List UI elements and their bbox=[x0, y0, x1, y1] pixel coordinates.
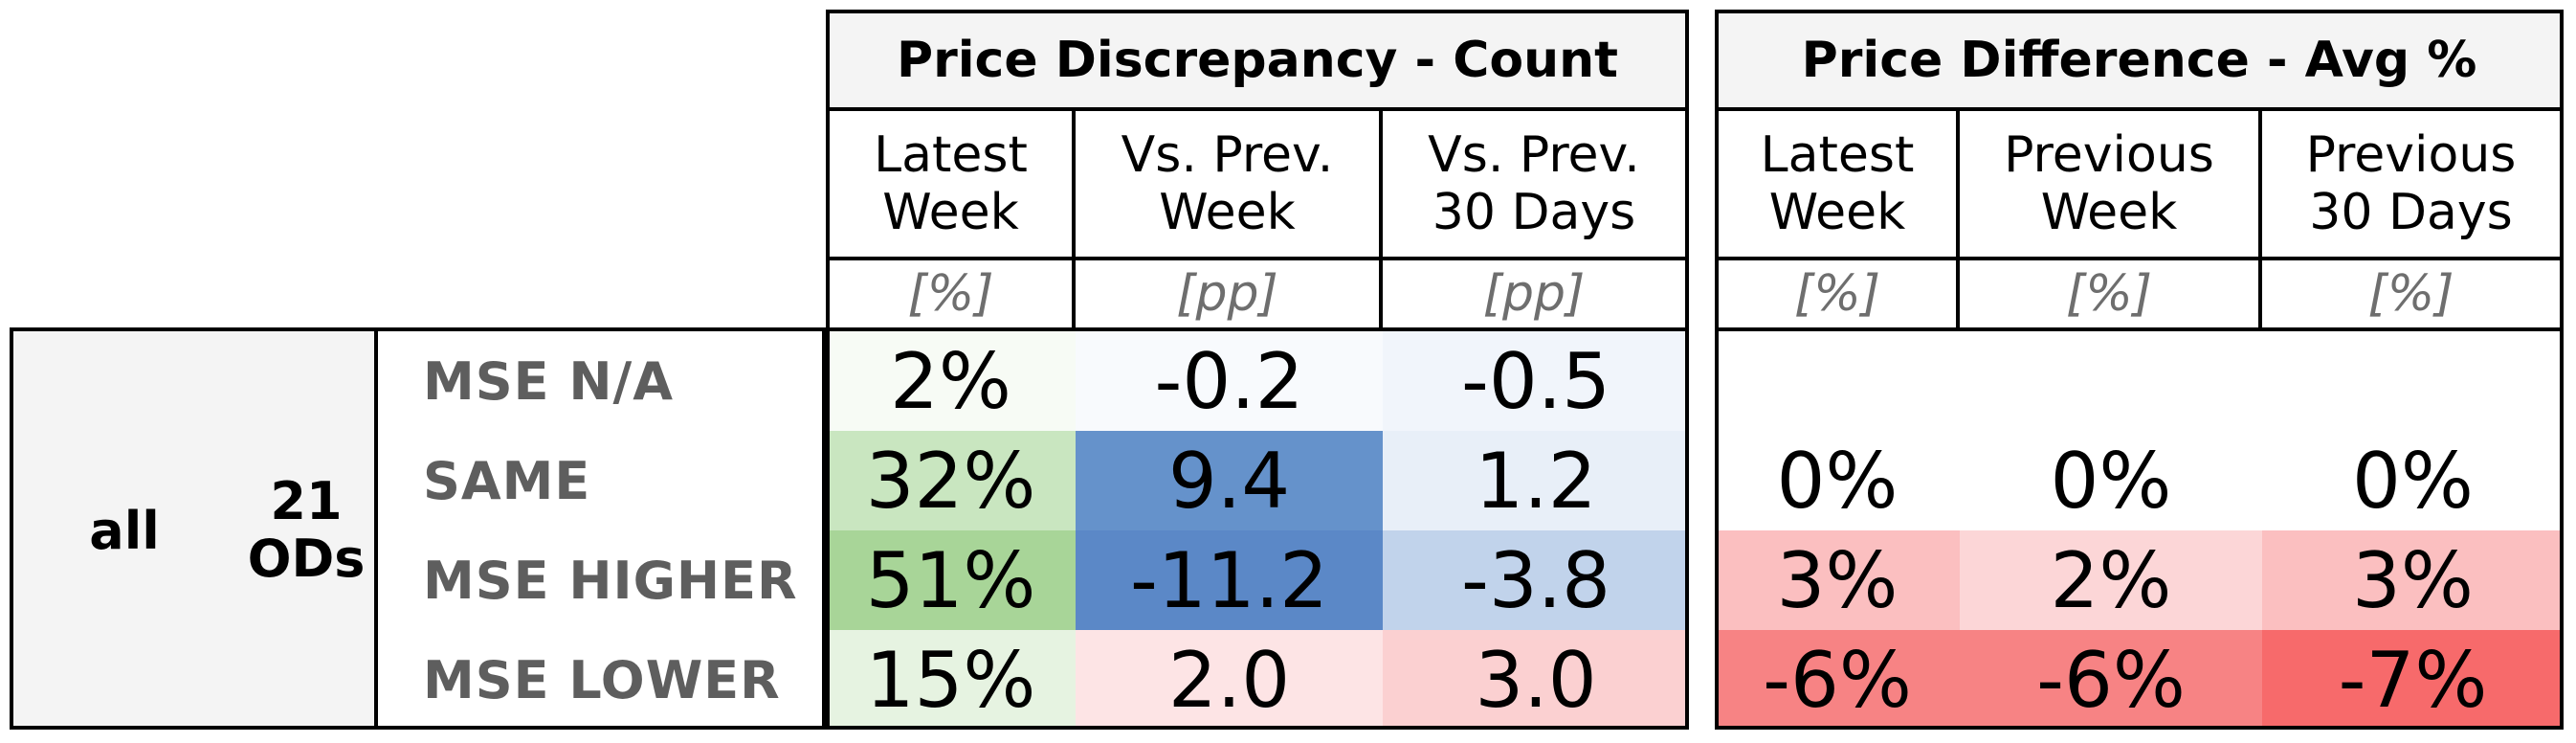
row-label: MSE LOWER bbox=[423, 649, 781, 710]
data-cell: 32% bbox=[826, 431, 1076, 530]
data-cell: -0.5 bbox=[1383, 331, 1689, 431]
data-cell: -6% bbox=[1960, 630, 2262, 730]
data-cell bbox=[1715, 331, 1960, 431]
data-cell: 1.2 bbox=[1383, 431, 1689, 530]
data-cell bbox=[2262, 331, 2564, 431]
column-unit: [%] bbox=[1960, 260, 2262, 331]
data-cell: 15% bbox=[826, 630, 1076, 730]
data-cell: -3.8 bbox=[1383, 530, 1689, 630]
data-cell: 3% bbox=[2262, 530, 2564, 630]
column-header: Previous Week bbox=[1960, 111, 2262, 260]
data-cell: -11.2 bbox=[1076, 530, 1383, 630]
column-unit: [pp] bbox=[1076, 260, 1383, 331]
data-cell: -0.2 bbox=[1076, 331, 1383, 431]
segment-divider bbox=[374, 331, 378, 730]
data-cell: 2.0 bbox=[1076, 630, 1383, 730]
row-label: MSE N/A bbox=[423, 350, 675, 412]
data-cell: -6% bbox=[1715, 630, 1960, 730]
column-unit: [%] bbox=[1715, 260, 1960, 331]
column-unit: [%] bbox=[826, 260, 1076, 331]
column-unit: [%] bbox=[2262, 260, 2564, 331]
data-cell: 2% bbox=[1960, 530, 2262, 630]
row-label: MSE HIGHER bbox=[423, 550, 798, 611]
column-header: Vs. Prev. Week bbox=[1076, 111, 1383, 260]
column-unit: [pp] bbox=[1383, 260, 1689, 331]
data-cell bbox=[1960, 331, 2262, 431]
group-title: Price Difference - Avg % bbox=[1715, 10, 2564, 111]
data-cell: -7% bbox=[2262, 630, 2564, 730]
segment-count-label: 21 ODs bbox=[247, 471, 366, 589]
segment-label: all bbox=[89, 500, 160, 561]
data-cell: 9.4 bbox=[1076, 431, 1383, 530]
data-cell: 2% bbox=[826, 331, 1076, 431]
group-title: Price Discrepancy - Count bbox=[826, 10, 1689, 111]
column-header: Vs. Prev. 30 Days bbox=[1383, 111, 1689, 260]
data-cell: 0% bbox=[1960, 431, 2262, 530]
segment-panel-bg bbox=[10, 331, 378, 730]
data-cell: 51% bbox=[826, 530, 1076, 630]
data-cell: 3.0 bbox=[1383, 630, 1689, 730]
data-cell: 3% bbox=[1715, 530, 1960, 630]
data-cell: 0% bbox=[1715, 431, 1960, 530]
row-label: SAME bbox=[423, 450, 591, 511]
column-header: Latest Week bbox=[826, 111, 1076, 260]
column-header: Latest Week bbox=[1715, 111, 1960, 260]
data-cell: 0% bbox=[2262, 431, 2564, 530]
column-header: Previous 30 Days bbox=[2262, 111, 2564, 260]
